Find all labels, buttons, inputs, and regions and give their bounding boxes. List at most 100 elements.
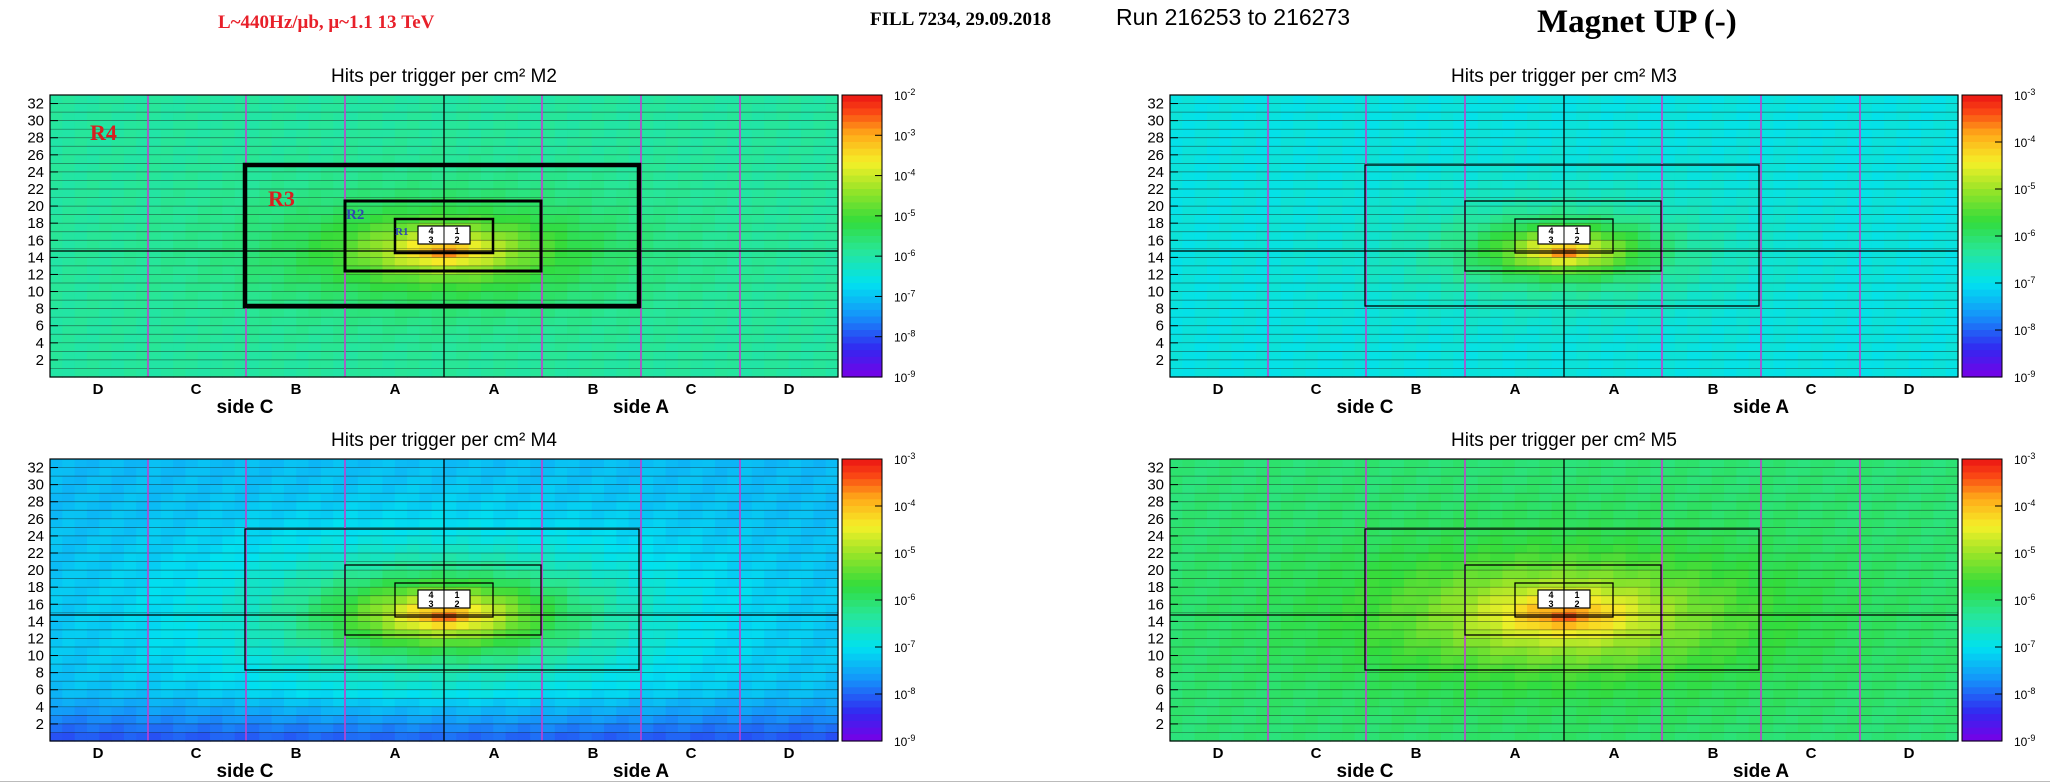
heatmap-cell — [419, 317, 433, 327]
heatmap-cell — [751, 274, 765, 284]
heatmap-cell — [702, 484, 716, 494]
heatmap-cell — [1600, 317, 1614, 327]
heatmap-cell — [764, 163, 778, 173]
heatmap-cell — [727, 163, 741, 173]
heatmap-cell — [1847, 265, 1861, 276]
heatmap-cell — [111, 180, 125, 190]
heatmap-cell — [345, 214, 359, 224]
heatmap-cell — [616, 510, 630, 520]
heatmap-cell — [1539, 197, 1553, 207]
colorbar-segment — [842, 370, 882, 378]
heatmap-cell — [1256, 274, 1270, 284]
heatmap-cell — [1810, 274, 1824, 284]
heatmap-cell — [283, 95, 297, 105]
heatmap-cell — [1847, 163, 1861, 173]
heatmap-cell — [579, 283, 593, 293]
heatmap-cell — [407, 510, 420, 520]
heatmap-cell — [160, 493, 174, 503]
heatmap-cell — [136, 197, 150, 207]
heatmap-cell — [517, 351, 531, 361]
heatmap-cell — [1490, 180, 1504, 190]
heatmap-cell — [308, 325, 322, 335]
heatmap-cell — [1859, 325, 1873, 335]
heatmap-cell — [1736, 197, 1750, 207]
heatmap-cell — [1477, 171, 1491, 182]
heatmap-cell — [1280, 231, 1294, 241]
heatmap-cell — [1650, 291, 1664, 301]
heatmap-cell — [505, 248, 519, 258]
heatmap-cell — [480, 206, 494, 216]
heatmap-cell — [444, 334, 457, 344]
heatmap-cell — [382, 334, 396, 344]
heatmap-cell — [1280, 317, 1294, 327]
heatmap-cell — [801, 197, 814, 207]
heatmap-cell — [345, 484, 359, 494]
heatmap-cell — [1367, 351, 1380, 361]
heatmap-cell — [259, 95, 273, 105]
heatmap-cell — [739, 291, 753, 301]
heatmap-cell — [1342, 189, 1356, 199]
heatmap-cell — [1724, 317, 1737, 327]
heatmap-cell — [111, 163, 125, 173]
heatmap-cell — [604, 112, 617, 122]
heatmap-cell — [1416, 300, 1430, 310]
heatmap-cell — [1785, 206, 1799, 216]
heatmap-cell — [591, 510, 605, 520]
heatmap-cell — [1502, 103, 1516, 113]
heatmap-cell — [1453, 300, 1467, 310]
heatmap-cell — [1391, 334, 1405, 344]
heatmap-cell — [468, 351, 482, 361]
heatmap-cell — [259, 308, 273, 318]
heatmap-cell — [357, 248, 371, 258]
heatmap-cell — [801, 214, 814, 224]
heatmap-cell — [1871, 257, 1885, 267]
heatmap-cell — [271, 291, 285, 301]
heatmap-cell — [1219, 368, 1233, 378]
heatmap-cell — [788, 501, 802, 511]
heatmap-cell — [665, 103, 679, 113]
heatmap-cell — [1293, 359, 1307, 370]
heatmap-cell — [1773, 308, 1787, 318]
heatmap-cell — [1724, 351, 1737, 361]
heatmap-cell — [677, 467, 691, 477]
heatmap-cell — [1884, 300, 1898, 310]
heatmap-cell — [1871, 248, 1885, 258]
heatmap-cell — [591, 180, 605, 190]
heatmap-cell — [50, 248, 63, 258]
heatmap-cell — [185, 248, 199, 258]
heatmap-cell — [1699, 154, 1713, 164]
heatmap-cell — [148, 467, 162, 477]
heatmap-cell — [517, 206, 531, 216]
heatmap-cell — [1933, 308, 1947, 318]
heatmap-cell — [210, 120, 223, 130]
heatmap-cell — [1785, 368, 1799, 378]
heatmap-cell — [1256, 300, 1270, 310]
heatmap-cell — [1650, 317, 1664, 327]
heatmap-cell — [1613, 95, 1627, 105]
heatmap-cell — [776, 137, 790, 147]
heatmap-cell — [1785, 197, 1799, 207]
heatmap-cell — [1711, 291, 1725, 301]
heatmap-cell — [1551, 283, 1565, 293]
heatmap-cell — [222, 240, 236, 250]
heatmap-cell — [185, 154, 199, 164]
heatmap-cell — [727, 359, 741, 370]
colorbar-segment — [1962, 95, 2002, 103]
heatmap-cell — [517, 163, 531, 173]
heatmap-cell — [431, 476, 445, 486]
heatmap-cell — [1785, 257, 1799, 267]
heatmap-cell — [111, 501, 125, 511]
heatmap-cell — [1453, 248, 1467, 258]
heatmap-cell — [1908, 257, 1922, 267]
heatmap-cell — [1785, 283, 1799, 293]
heatmap-cell — [1896, 317, 1910, 327]
heatmap-cell — [370, 137, 384, 147]
heatmap-cell — [1884, 206, 1898, 216]
heatmap-cell — [1428, 308, 1442, 318]
heatmap-cell — [1527, 163, 1540, 173]
heatmap-cell — [1613, 223, 1627, 233]
heatmap-cell — [554, 154, 568, 164]
heatmap-cell — [136, 308, 150, 318]
heatmap-cell — [1896, 112, 1910, 122]
heatmap-cell — [542, 325, 556, 335]
